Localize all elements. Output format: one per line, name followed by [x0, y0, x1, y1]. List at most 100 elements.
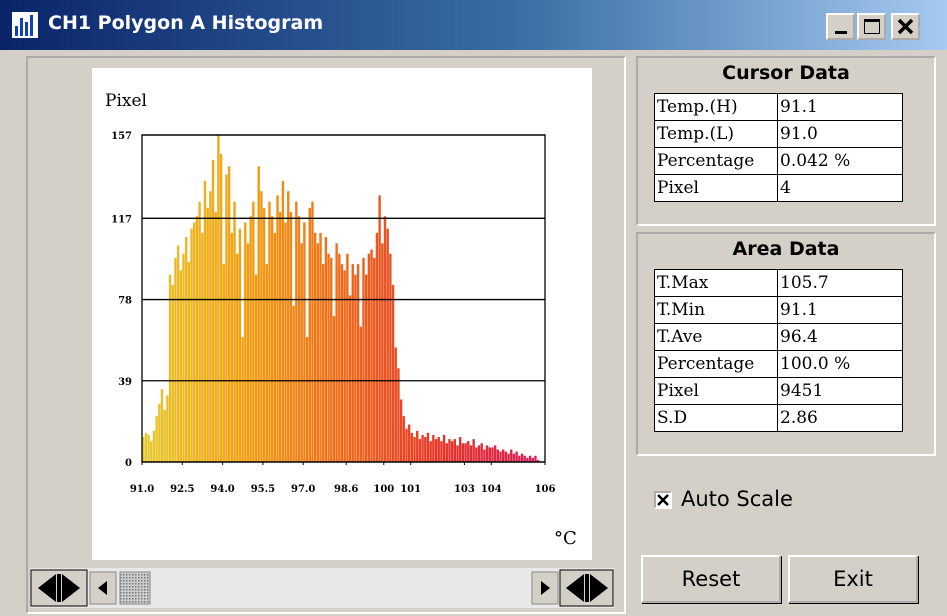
maximize-button[interactable]	[857, 13, 886, 40]
bar	[158, 403, 161, 462]
bar	[174, 257, 177, 462]
field-value: 0.042 %	[777, 147, 903, 175]
bar	[265, 264, 268, 462]
minimize-button[interactable]	[826, 13, 855, 40]
bar	[523, 455, 526, 462]
bar	[381, 243, 384, 462]
checkbox[interactable]	[654, 491, 672, 509]
bar	[236, 253, 239, 462]
bar	[238, 228, 242, 462]
bar	[176, 245, 180, 462]
bar	[442, 434, 446, 462]
exit-button[interactable]: Exit	[788, 555, 918, 603]
section-title: Cursor Data	[722, 62, 850, 84]
bar	[171, 284, 174, 462]
bar	[491, 447, 494, 462]
bar	[493, 445, 497, 462]
bar	[201, 232, 204, 462]
bar	[327, 253, 330, 462]
bar	[142, 437, 145, 462]
bar	[467, 441, 470, 462]
field-value: 91.1	[777, 296, 903, 324]
bar	[375, 232, 379, 462]
table-row: Percentage 100.0 %	[654, 350, 903, 378]
x-tick-label: 97.0	[291, 484, 315, 495]
bar	[340, 264, 344, 462]
table-row: Pixel 4	[654, 174, 903, 202]
field-value: 2.86	[777, 404, 903, 432]
bar	[496, 449, 500, 462]
bar	[536, 459, 540, 462]
bar	[211, 159, 215, 462]
bar	[356, 264, 360, 462]
bar	[225, 174, 228, 462]
field-name: S.D	[654, 404, 778, 432]
bar	[394, 347, 397, 462]
bar	[268, 201, 271, 462]
checkbox-label[interactable]: Auto Scale	[681, 487, 793, 511]
bar	[399, 399, 403, 462]
bar	[475, 447, 478, 462]
bar	[429, 441, 432, 462]
bar	[461, 443, 465, 462]
area-data-panel: Area Data T.Max 105.7 T.Min 91.1 T.Ave 96.4 Pe…	[636, 232, 936, 456]
chart-panel	[26, 56, 626, 614]
bar	[456, 445, 459, 462]
bar	[346, 253, 349, 462]
y-tick-label: 0	[125, 458, 132, 469]
table-row: T.Max 105.7	[654, 269, 903, 297]
bar	[480, 443, 483, 462]
bar	[319, 232, 322, 462]
bar	[163, 409, 166, 462]
bar	[252, 201, 255, 462]
bar	[230, 232, 234, 462]
bar	[292, 305, 295, 462]
bar	[150, 441, 153, 462]
bar	[359, 326, 363, 462]
scrollbar	[30, 568, 614, 608]
field-name: T.Min	[654, 296, 778, 324]
x-tick-label: 94.0	[210, 484, 234, 495]
bar	[198, 201, 201, 462]
y-axis-label: Pixel	[105, 91, 147, 111]
bar	[402, 416, 405, 462]
bar	[405, 428, 408, 462]
bar	[370, 249, 373, 462]
x-tick-label: 95.5	[251, 484, 275, 495]
bar	[206, 207, 209, 462]
window-title: CH1 Polygon A Histogram	[48, 12, 324, 34]
bar	[287, 191, 290, 463]
bar	[270, 216, 274, 462]
bar	[227, 166, 231, 462]
bar	[373, 257, 376, 462]
bar	[378, 195, 381, 462]
bar	[160, 389, 164, 462]
bar	[276, 195, 279, 462]
bar	[332, 316, 336, 462]
field-name: Pixel	[654, 377, 778, 405]
bar	[534, 455, 537, 462]
x-tick-label: 104	[481, 484, 502, 495]
bar	[518, 455, 521, 462]
bar	[335, 243, 338, 462]
bar	[179, 270, 182, 462]
table-row: S.D 2.86	[654, 404, 903, 432]
bar	[222, 264, 225, 462]
bar	[214, 212, 217, 462]
bar	[316, 243, 320, 462]
bar	[410, 432, 414, 462]
bar	[502, 449, 505, 462]
bar	[526, 457, 529, 462]
bar	[168, 274, 172, 462]
field-value: 96.4	[777, 323, 903, 351]
x-tick-label: 101	[400, 484, 421, 495]
close-button[interactable]	[891, 13, 920, 40]
bar	[209, 191, 212, 463]
section-title: Area Data	[732, 238, 840, 260]
cursor-table: Temp.(H) 91.1 Temp.(L) 91.0 Percentage 0.042 …	[654, 93, 903, 202]
x-tick-label: 98.6	[334, 484, 358, 495]
bar	[246, 243, 250, 462]
field-name: Temp.(L)	[654, 120, 778, 148]
reset-button[interactable]: Reset	[641, 555, 781, 603]
bar	[217, 135, 220, 462]
